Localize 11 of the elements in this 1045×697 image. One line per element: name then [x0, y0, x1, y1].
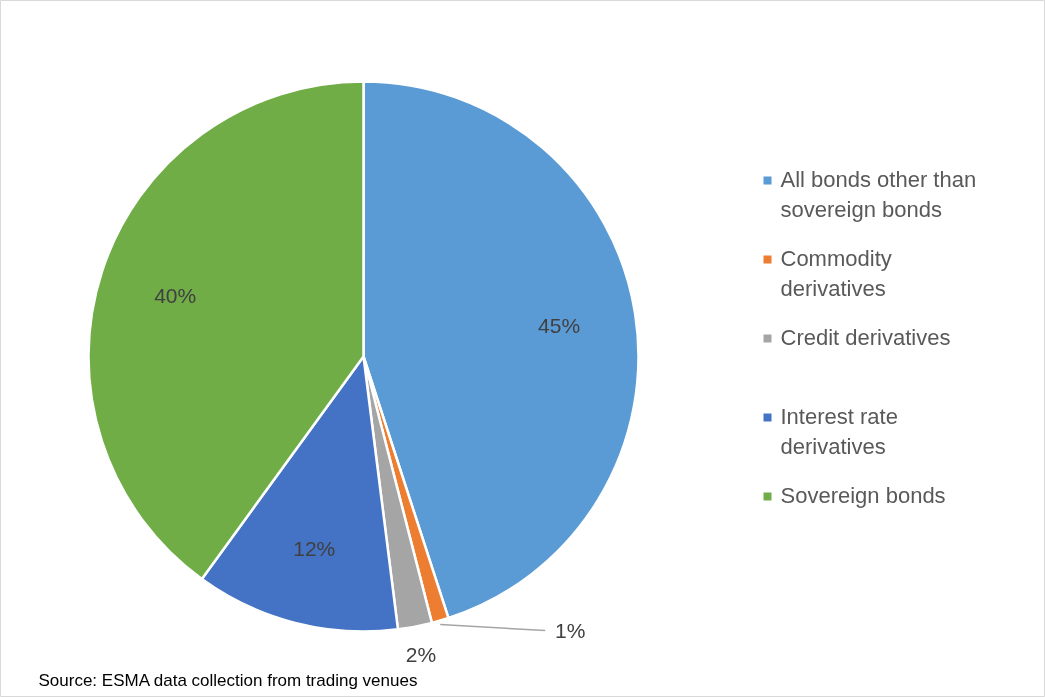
data-label: 12% [293, 536, 336, 560]
legend-label: Interest rate derivatives [780, 403, 898, 459]
data-label: 45% [538, 314, 581, 338]
data-label: 40% [154, 283, 197, 307]
data-label: 2% [405, 643, 437, 667]
source-note: Source: ESMA data collection from trading venues [38, 671, 418, 690]
legend-label: All bonds other than sovereign bonds [780, 166, 977, 222]
data-label: 1% [555, 619, 586, 643]
legend-label: Sovereign bonds [780, 482, 946, 508]
legend-label: Credit derivatives [780, 324, 951, 350]
legend-label: Commodity derivatives [780, 245, 892, 301]
